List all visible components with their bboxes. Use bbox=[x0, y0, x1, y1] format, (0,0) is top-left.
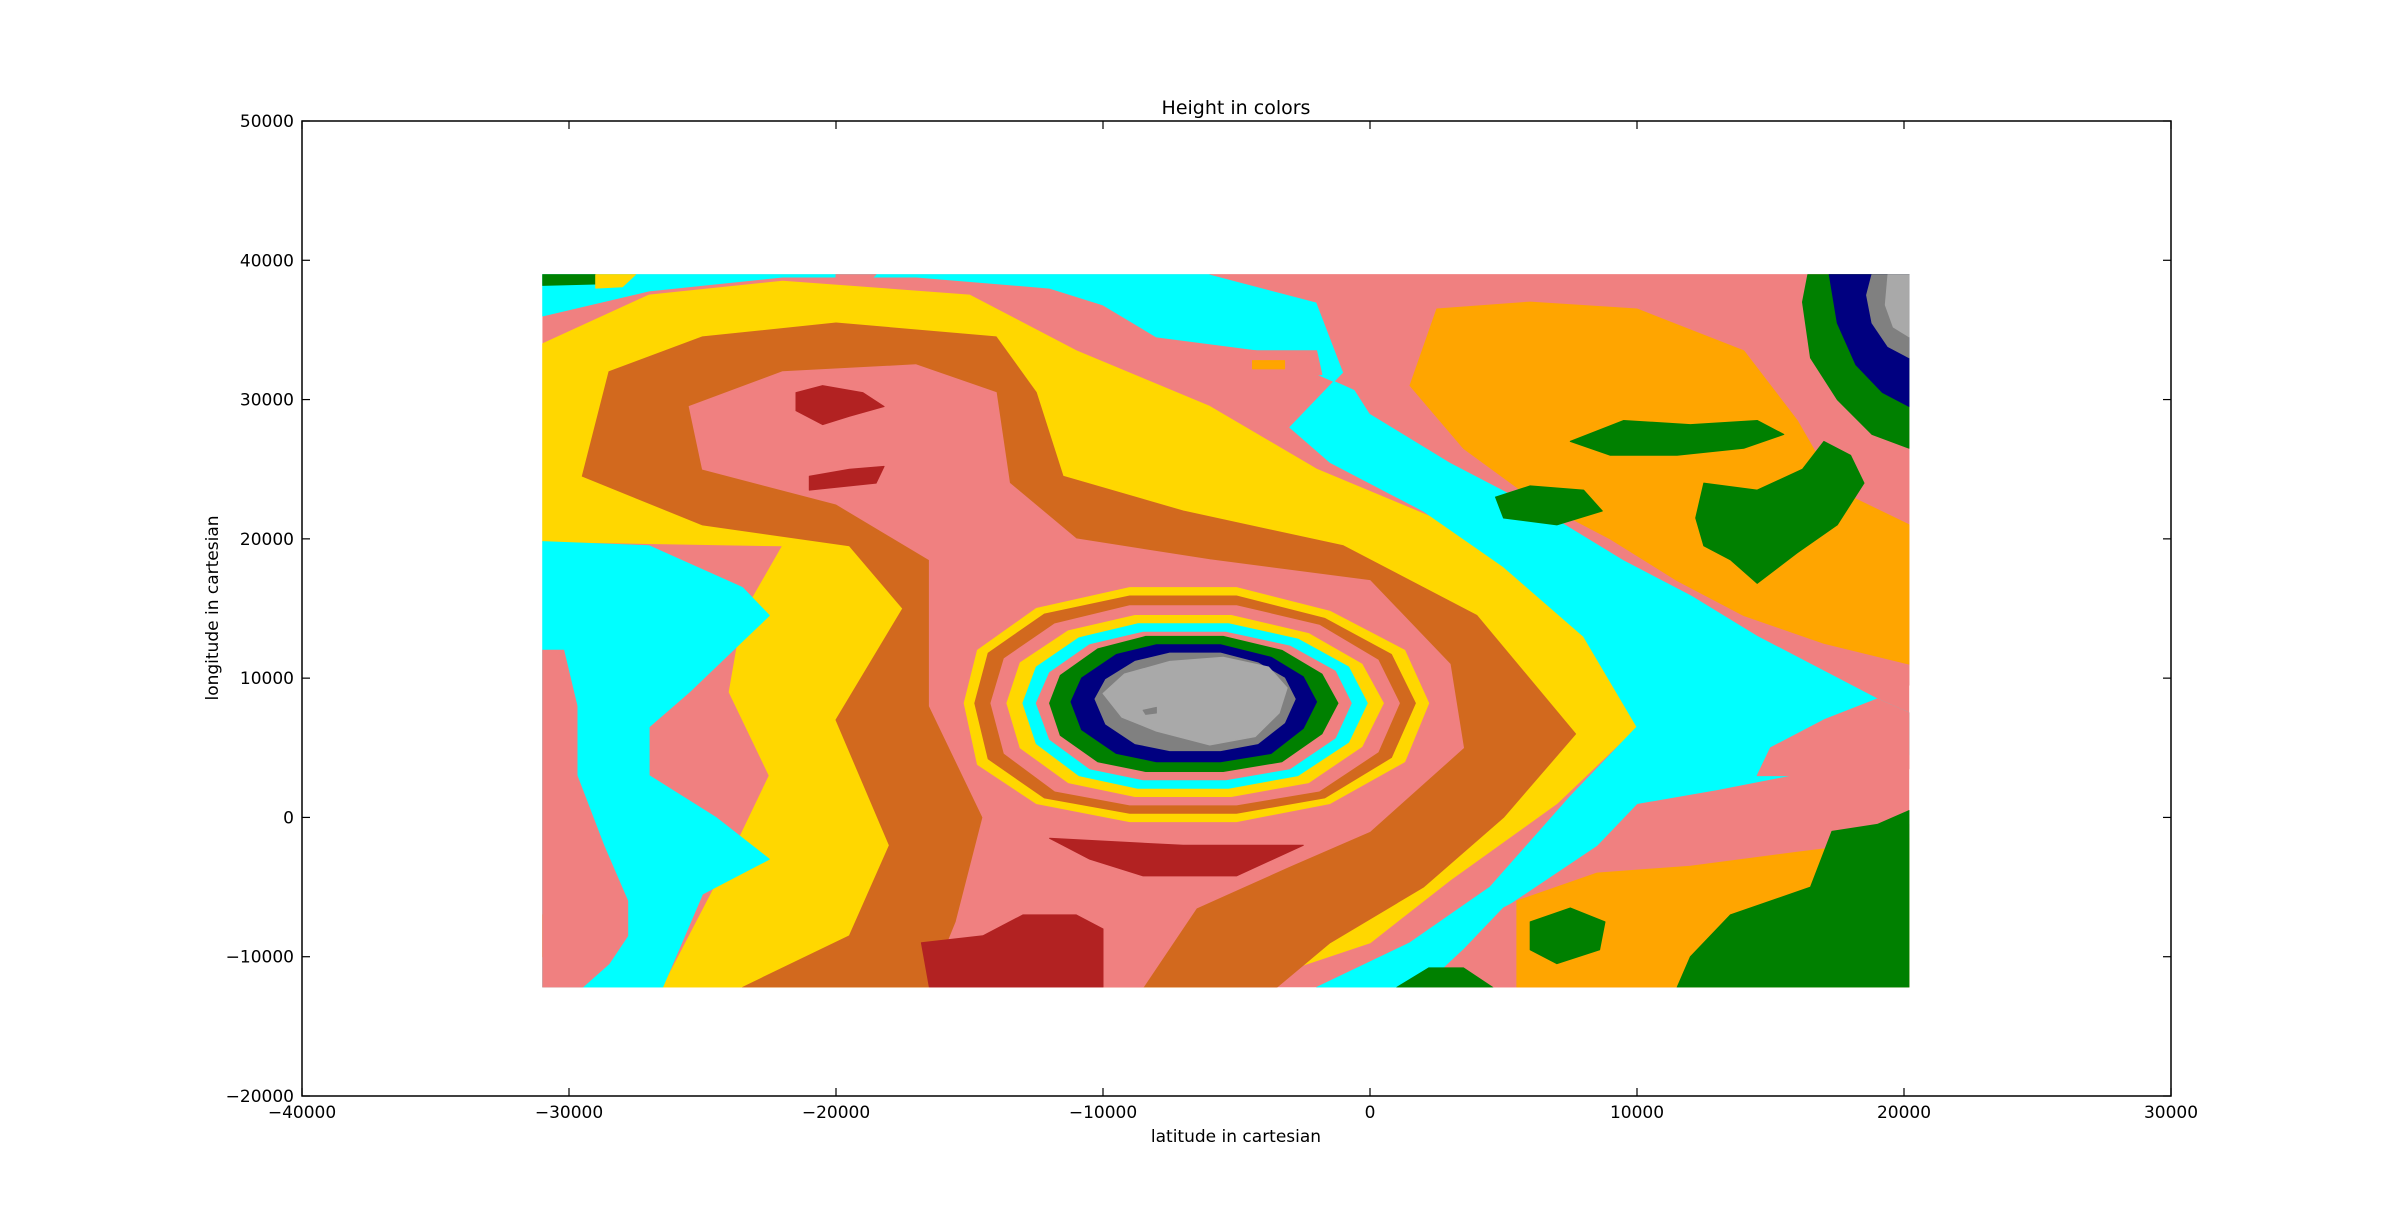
height-region bbox=[542, 274, 597, 286]
x-tick-label: −20000 bbox=[802, 1103, 870, 1123]
height-region bbox=[1396, 967, 1494, 988]
y-tick-label: 30000 bbox=[240, 391, 294, 411]
height-region bbox=[795, 385, 885, 426]
height-region bbox=[542, 274, 1910, 988]
x-tick-label: 30000 bbox=[2144, 1103, 2198, 1123]
height-region bbox=[1049, 837, 1304, 877]
axis-ticks: −40000 −30000 −20000 −10000 0 10000 20000 30000… bbox=[226, 112, 2198, 1123]
x-tick-label: −10000 bbox=[1069, 1103, 1137, 1123]
x-tick-label: −40000 bbox=[268, 1103, 336, 1123]
height-region bbox=[595, 274, 637, 289]
height-region bbox=[1409, 301, 1910, 665]
chart-title: Height in colors bbox=[1162, 97, 1311, 119]
height-region bbox=[1884, 274, 1910, 338]
y-tick-label: −10000 bbox=[226, 948, 294, 968]
y-tick-label: 50000 bbox=[240, 112, 294, 132]
height-region bbox=[1252, 360, 1286, 370]
y-tick-label: 0 bbox=[283, 808, 294, 828]
plot-frame bbox=[301, 120, 2172, 1097]
x-tick-label: 20000 bbox=[1877, 1103, 1931, 1123]
height-region bbox=[1495, 485, 1603, 526]
height-region bbox=[1102, 656, 1288, 746]
x-tick-label: 0 bbox=[1365, 1103, 1376, 1123]
height-region bbox=[1569, 420, 1785, 456]
height-region bbox=[1676, 810, 1910, 988]
height-region bbox=[920, 914, 1104, 988]
x-tick-label: 10000 bbox=[1610, 1103, 1664, 1123]
y-tick-label: 10000 bbox=[240, 669, 294, 689]
y-tick-label: 20000 bbox=[240, 530, 294, 550]
height-region bbox=[1756, 698, 1910, 777]
height-regions bbox=[542, 274, 1910, 988]
y-tick-label: −20000 bbox=[226, 1087, 294, 1107]
height-region bbox=[1529, 907, 1606, 965]
height-region bbox=[542, 649, 629, 988]
y-tick-label: 40000 bbox=[240, 251, 294, 271]
height-region bbox=[808, 465, 885, 491]
x-tick-label: −30000 bbox=[535, 1103, 603, 1123]
height-region bbox=[835, 274, 877, 284]
y-axis-label: longitude in cartesian bbox=[203, 515, 223, 700]
height-region bbox=[1142, 706, 1157, 715]
height-region bbox=[1695, 440, 1865, 584]
x-axis-label: latitude in cartesian bbox=[1151, 1127, 1321, 1147]
